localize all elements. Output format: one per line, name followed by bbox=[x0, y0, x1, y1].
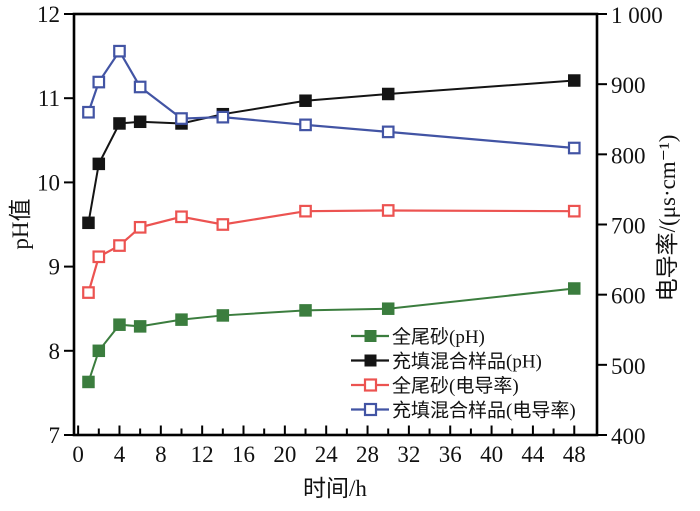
x-tick-label: 28 bbox=[356, 442, 379, 467]
data-point-marker bbox=[216, 110, 230, 124]
data-point-marker bbox=[299, 204, 312, 218]
plot-frame bbox=[72, 12, 599, 437]
series-2 bbox=[82, 204, 581, 299]
data-point-marker bbox=[216, 309, 230, 322]
x-axis-title: 时间/h bbox=[303, 476, 367, 501]
left-y-tick-label: 10 bbox=[37, 170, 60, 195]
data-point-marker bbox=[299, 94, 312, 107]
x-tick-label: 44 bbox=[521, 442, 545, 467]
data-point-marker bbox=[113, 318, 126, 331]
legend-label: 充填混合样品(pH) bbox=[392, 351, 542, 373]
data-point-marker bbox=[133, 320, 147, 333]
data-point-marker bbox=[567, 141, 581, 155]
data-point-marker bbox=[133, 115, 147, 129]
data-point-marker bbox=[82, 216, 95, 230]
legend-marker bbox=[364, 330, 377, 342]
x-tick-label: 8 bbox=[155, 442, 167, 467]
data-point-marker bbox=[92, 250, 106, 264]
data-point-marker bbox=[92, 157, 106, 171]
x-tick-label: 24 bbox=[315, 442, 339, 467]
data-point-marker bbox=[381, 87, 395, 101]
x-tick-label: 32 bbox=[397, 442, 420, 467]
left-axis-title: pH值 bbox=[8, 198, 33, 249]
x-tick-label: 4 bbox=[114, 442, 126, 467]
x-tick-label: 16 bbox=[232, 442, 255, 467]
right-y-tick-label: 1 000 bbox=[611, 3, 663, 28]
series-0 bbox=[82, 282, 581, 389]
legend-marker bbox=[363, 378, 378, 392]
data-point-marker bbox=[299, 304, 312, 317]
right-y-tick-label: 800 bbox=[611, 143, 646, 168]
x-tick-label: 12 bbox=[191, 442, 214, 467]
x-tick-label: 36 bbox=[439, 442, 462, 467]
left-y-tick-label: 11 bbox=[38, 86, 60, 111]
data-point-marker bbox=[133, 220, 147, 234]
data-point-marker bbox=[82, 286, 95, 299]
data-point-marker bbox=[175, 313, 188, 326]
data-point-marker bbox=[175, 210, 188, 224]
legend-label: 全尾砂(电导率) bbox=[392, 375, 519, 397]
right-y-tick-label: 600 bbox=[611, 284, 646, 309]
right-y-tick-label: 700 bbox=[611, 214, 646, 239]
x-tick-label: 40 bbox=[480, 442, 503, 467]
data-point-marker bbox=[381, 204, 395, 217]
x-tick-label: 0 bbox=[72, 442, 84, 467]
legend: 全尾砂(pH) 充填混合样品(pH)全尾砂(电导率) 充填混合样品(电导率) bbox=[351, 326, 576, 422]
data-point-marker bbox=[92, 344, 106, 358]
legend-marker bbox=[364, 354, 377, 367]
data-point-marker bbox=[567, 204, 581, 218]
data-point-marker bbox=[113, 44, 126, 58]
data-point-marker bbox=[92, 75, 106, 89]
data-point-marker bbox=[216, 218, 230, 231]
legend-marker bbox=[363, 402, 378, 417]
data-point-marker bbox=[82, 375, 95, 389]
x-tick-label: 20 bbox=[273, 442, 296, 467]
data-point-marker bbox=[568, 282, 581, 295]
left-y-tick-label: 8 bbox=[49, 339, 61, 364]
data-point-marker bbox=[133, 80, 147, 94]
axis-ticks bbox=[64, 13, 607, 436]
right-y-tick-label: 400 bbox=[611, 424, 646, 449]
data-point-marker bbox=[82, 105, 95, 119]
series-3 bbox=[82, 44, 581, 155]
data-point-marker bbox=[113, 117, 126, 130]
data-point-marker bbox=[175, 112, 188, 125]
left-y-tick-label: 12 bbox=[37, 2, 60, 27]
data-point-marker bbox=[299, 118, 312, 132]
data-point-marker bbox=[381, 125, 395, 139]
right-y-tick-label: 500 bbox=[611, 354, 646, 379]
left-y-tick-label: 7 bbox=[49, 423, 61, 448]
legend-label: 全尾砂(pH) bbox=[392, 326, 485, 348]
series-1 bbox=[82, 74, 581, 230]
x-tick-label: 48 bbox=[563, 442, 586, 467]
right-y-tick-label: 900 bbox=[611, 73, 646, 98]
left-y-tick-label: 9 bbox=[49, 255, 61, 280]
data-point-marker bbox=[381, 302, 395, 315]
legend-label: 充填混合样品(电导率) bbox=[392, 400, 576, 422]
right-axis-title: 电导率/(μs·cm⁻¹) bbox=[655, 135, 680, 302]
data-point-marker bbox=[113, 239, 126, 252]
data-point-marker bbox=[568, 74, 581, 87]
